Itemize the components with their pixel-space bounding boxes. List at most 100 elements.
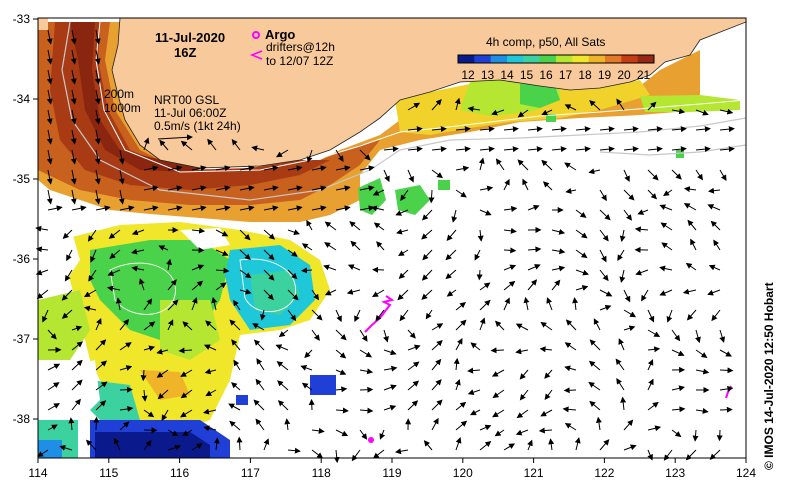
colorbar-segment [572, 55, 590, 63]
current-arrow [372, 189, 385, 196]
current-arrow [540, 321, 553, 331]
current-arrow [86, 439, 97, 451]
current-arrow [251, 145, 265, 152]
current-arrow [687, 219, 697, 231]
current-arrow [204, 368, 217, 375]
current-arrow [359, 185, 375, 192]
colorbar-tick-label: 19 [598, 68, 612, 82]
current-arrow [139, 278, 145, 291]
colorbar-tick-label: 20 [617, 68, 631, 82]
current-arrow [263, 165, 279, 172]
current-arrow [94, 89, 101, 105]
current-arrow [191, 280, 204, 291]
colorbar-segment [556, 55, 573, 63]
current-arrow [94, 169, 101, 185]
current-arrow [470, 342, 481, 351]
current-arrow [695, 169, 703, 181]
y-tick-label: -34 [13, 92, 31, 106]
argo-icon [252, 31, 260, 39]
colorbar-ticks: 12 13 14 15 16 17 18 19 20 21 [461, 68, 650, 82]
current-arrow [239, 249, 251, 260]
current-arrow [623, 289, 631, 303]
current-arrow [95, 317, 102, 331]
current-arrow [503, 206, 518, 212]
currents-date: 11-Jul 06:00Z [154, 106, 227, 120]
current-arrow [617, 249, 625, 261]
current-arrow [255, 378, 265, 391]
current-arrow [215, 185, 231, 192]
current-arrow [467, 389, 481, 396]
current-arrow [383, 384, 397, 391]
current-arrow [707, 204, 721, 211]
current-arrow [647, 329, 661, 337]
current-arrow [215, 229, 229, 237]
current-arrow [383, 349, 397, 356]
current-arrow [503, 297, 510, 311]
colorbar-tick-label: 15 [520, 68, 534, 82]
current-arrow [311, 165, 327, 172]
current-arrow [239, 269, 252, 279]
current-arrow [180, 409, 193, 418]
current-arrow [455, 437, 462, 451]
current-arrow [346, 288, 361, 295]
x-tick-label: 118 [312, 466, 331, 480]
current-arrow [623, 309, 637, 318]
current-arrow [479, 209, 492, 216]
current-arrow [445, 269, 457, 280]
current-arrow [647, 126, 663, 133]
current-arrow [479, 317, 486, 331]
current-arrow [231, 339, 241, 351]
current-arrow [46, 89, 53, 105]
current-arrow [311, 309, 323, 321]
current-arrow [131, 265, 145, 272]
y-axis: -33 -34 -35 -36 -37 -38 [13, 12, 38, 426]
current-arrow [233, 299, 241, 311]
current-arrow [479, 424, 492, 431]
current-arrow [431, 146, 447, 153]
current-arrow [46, 129, 53, 145]
current-arrow [599, 189, 607, 202]
current-arrow [719, 329, 726, 343]
current-arrow [623, 146, 639, 153]
current-arrow [575, 126, 591, 133]
current-arrow [562, 406, 577, 413]
y-tick-label: -36 [13, 252, 31, 266]
current-arrow [156, 348, 169, 355]
current-arrow [540, 409, 553, 417]
current-arrow [455, 401, 467, 411]
current-arrow [519, 389, 529, 401]
current-arrow [425, 309, 433, 320]
x-tick-label: 121 [524, 466, 544, 480]
current-arrow [647, 378, 654, 391]
current-arrow [311, 185, 327, 192]
current-arrow [61, 289, 73, 301]
current-arrow [71, 341, 83, 351]
current-arrow [551, 126, 567, 133]
current-arrow [503, 264, 517, 271]
current-arrow [635, 269, 649, 276]
colorbar-tick-label: 18 [578, 68, 592, 82]
current-arrow [516, 409, 529, 419]
colorbar-segment [523, 55, 541, 63]
current-arrow [47, 205, 63, 212]
current-arrow [522, 178, 529, 191]
current-arrow [191, 185, 207, 192]
current-arrow [407, 169, 414, 183]
current-arrow [253, 339, 265, 351]
current-arrow [491, 369, 505, 377]
current-arrow [95, 400, 107, 411]
drifter-track [364, 295, 395, 333]
current-arrow [407, 380, 420, 391]
current-arrow [156, 369, 169, 378]
current-arrow [564, 422, 577, 431]
current-arrow [563, 387, 577, 394]
current-arrow [108, 229, 121, 239]
current-arrow [551, 146, 567, 153]
current-arrow [46, 29, 53, 45]
current-arrow [311, 449, 324, 459]
current-arrow [599, 209, 611, 221]
current-arrow [490, 347, 505, 354]
current-arrow [359, 368, 374, 375]
current-arrow [546, 297, 553, 311]
current-arrow [527, 126, 543, 133]
